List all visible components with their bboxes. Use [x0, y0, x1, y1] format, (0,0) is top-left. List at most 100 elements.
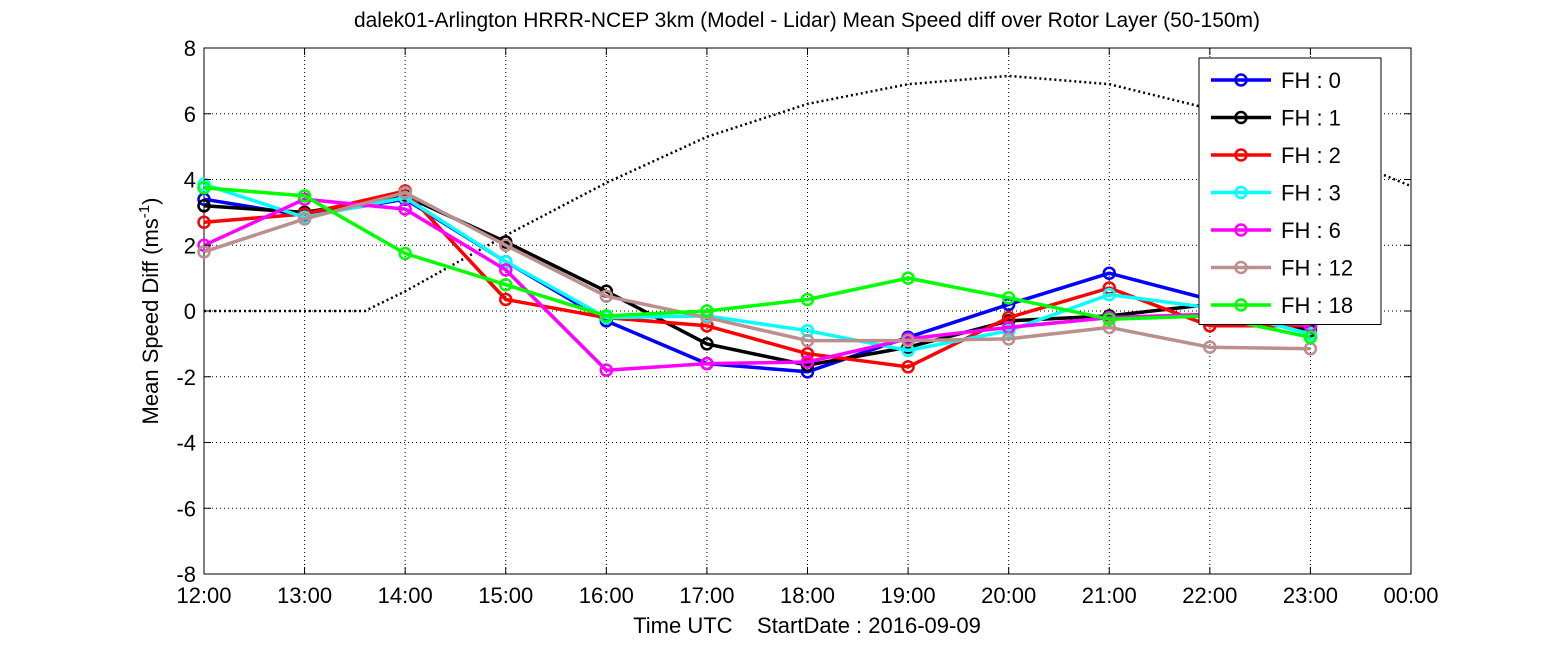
data-point [1203, 340, 1217, 354]
y-tick-label: 8 [184, 36, 196, 61]
data-point [499, 277, 513, 292]
series-fh-0 [197, 192, 1318, 379]
legend-item: FH : 2 [1211, 143, 1341, 168]
series-line [203, 190, 1311, 351]
x-tick-labels: 12:00 13:00 14:00 15:00 16:00 17:00 18:00 19:00… [176, 583, 1438, 608]
y-tick-label: -8 [176, 562, 196, 587]
x-tick-label: 00:00 [1383, 583, 1438, 608]
series-line [203, 197, 1311, 374]
data-point [197, 245, 211, 259]
legend-label: FH : 0 [1281, 68, 1341, 93]
data-point [499, 254, 513, 269]
legend-label: FH : 1 [1281, 106, 1341, 131]
data-point [700, 356, 714, 371]
legend-label: FH : 12 [1281, 256, 1353, 281]
x-tick-label: 16:00 [579, 583, 634, 608]
legend-item: FH : 18 [1211, 293, 1353, 318]
legend-swatch-marker [1234, 110, 1248, 125]
data-point [599, 289, 614, 303]
legend-swatch-marker [1234, 73, 1248, 87]
data-point [800, 355, 815, 369]
x-tick-label: 14:00 [378, 583, 433, 608]
x-tick-label: 15:00 [478, 583, 533, 608]
series-fh-2 [197, 184, 1318, 374]
data-point [1102, 266, 1116, 280]
x-axis-label: Time UTC StartDate : 2016-09-09 [633, 613, 981, 638]
legend-item: FH : 6 [1211, 218, 1341, 243]
y-tick-label: -6 [176, 496, 196, 521]
data-point [499, 263, 513, 277]
x-tick-label: 22:00 [1182, 583, 1237, 608]
data-point [599, 309, 614, 323]
y-tick-label: 2 [184, 233, 196, 258]
data-point [1102, 287, 1116, 302]
legend-item: FH : 1 [1211, 106, 1341, 131]
series-line [203, 189, 1311, 369]
data-point [1001, 291, 1016, 305]
data-point [297, 212, 312, 226]
series-line [203, 185, 1311, 340]
legend-swatch-marker [1234, 260, 1248, 275]
x-tick-label: 23:00 [1283, 583, 1338, 608]
y-tick-label: -4 [176, 431, 196, 456]
x-tick-label: 20:00 [981, 583, 1036, 608]
reference-curve-line [204, 74, 1412, 313]
x-tick-label: 12:00 [176, 583, 231, 608]
data-point [398, 185, 412, 200]
y-tick-label: 4 [184, 168, 196, 193]
x-tick-label: 21:00 [1082, 583, 1137, 608]
data-point [700, 304, 714, 318]
y-axis-label-main: Mean Speed Diff (ms [138, 218, 163, 424]
data-point [901, 333, 915, 348]
y-axis-label-superscript: -1 [136, 205, 153, 218]
y-axis-label-close: ) [138, 198, 163, 205]
legend-item: FH : 0 [1211, 68, 1341, 93]
x-tick-label: 18:00 [780, 583, 835, 608]
data-point [197, 180, 211, 195]
data-point [800, 346, 815, 361]
legend-swatch-marker [1234, 185, 1248, 200]
legend-swatch-marker [1234, 148, 1248, 162]
data-point [499, 238, 513, 252]
data-point [197, 215, 211, 229]
reference-curve [204, 74, 1412, 313]
data-point [398, 246, 412, 261]
legend-item: FH : 12 [1211, 256, 1353, 281]
x-tick-label: 19:00 [881, 583, 936, 608]
x-tick-label: 17:00 [679, 583, 734, 608]
chart-title: dalek01-Arlington HRRR-NCEP 3km (Model -… [354, 9, 1260, 32]
x-tick-label: 13:00 [277, 583, 332, 608]
y-tick-labels: -8 -6 -4 -2 0 2 4 6 8 [176, 36, 196, 587]
data-point [297, 189, 312, 203]
series-line [203, 197, 1311, 372]
data-point [901, 271, 915, 285]
y-tick-label: 0 [184, 299, 196, 324]
legend: FH : 0 FH : 1 FH : 2 FH : 3 FH : 6 FH : 12 FH … [1198, 57, 1382, 325]
legend-label: FH : 2 [1281, 143, 1341, 168]
series-fh-18 [197, 180, 1318, 345]
data-point [398, 202, 412, 216]
data-point [599, 363, 614, 377]
legend-swatch-marker [1234, 223, 1248, 237]
legend-label: FH : 3 [1281, 181, 1341, 206]
data-point [197, 199, 211, 213]
data-point [1001, 332, 1016, 346]
legend-item: FH : 3 [1211, 181, 1341, 206]
data-point [499, 292, 513, 307]
legend-label: FH : 18 [1281, 293, 1353, 318]
series-lines [197, 177, 1318, 379]
data-point [800, 292, 815, 307]
data-point [700, 337, 714, 351]
data-point [1102, 320, 1116, 335]
legend-label: FH : 6 [1281, 218, 1341, 243]
data-point [1102, 312, 1116, 326]
data-point [800, 333, 815, 348]
data-point [901, 360, 915, 374]
y-tick-label: 6 [184, 102, 196, 127]
legend-swatch-marker [1234, 298, 1248, 312]
data-point [1303, 330, 1318, 345]
axis-ticks [203, 47, 1412, 575]
series-line [203, 182, 1311, 353]
